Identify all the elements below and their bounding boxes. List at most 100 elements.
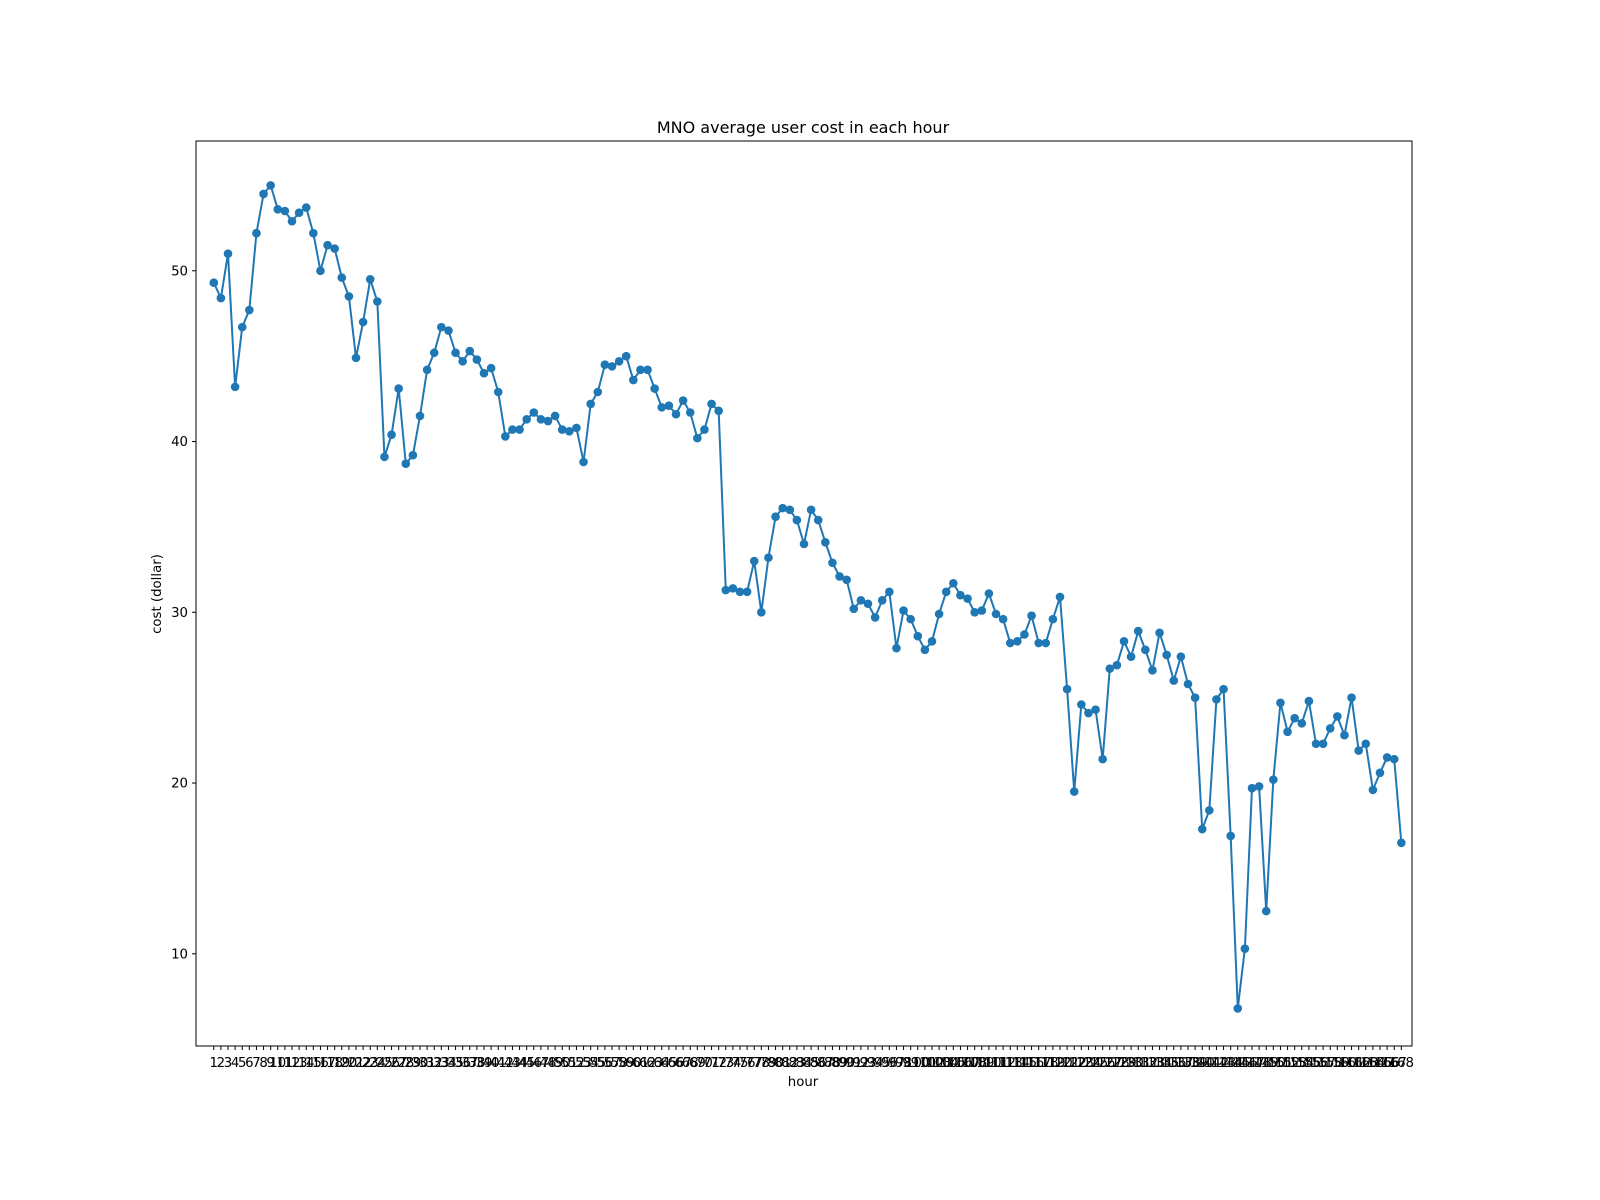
x-tick-label: 53: [575, 1056, 592, 1071]
x-tick-label: 98: [895, 1056, 912, 1071]
x-tick-label: 82: [781, 1056, 798, 1071]
data-point: [650, 384, 659, 393]
x-tick-label: 31: [419, 1056, 436, 1071]
x-tick-label: 123: [1069, 1056, 1094, 1071]
data-point: [280, 206, 290, 216]
x-tick-label: 71: [703, 1056, 720, 1071]
x-tick-label: 142: [1204, 1056, 1229, 1071]
data-point: [1197, 824, 1207, 834]
data-point: [984, 589, 994, 598]
y-tick-label: 20: [171, 777, 188, 792]
x-tick-label: 126: [1090, 1056, 1115, 1071]
data-point: [799, 539, 809, 549]
data-point: [529, 408, 539, 417]
data-point: [287, 216, 297, 226]
x-tick-label: 96: [881, 1056, 898, 1071]
x-tick-label: 40: [483, 1056, 500, 1071]
x-tick-label: 47: [532, 1056, 549, 1071]
data-point: [323, 240, 332, 250]
x-tick-label: 43: [504, 1056, 521, 1071]
data-point: [252, 228, 261, 238]
x-tick-label: 4: [231, 1056, 239, 1071]
data-point: [1119, 637, 1129, 646]
data-point: [693, 433, 702, 443]
x-tick-label: 58: [611, 1056, 628, 1071]
data-point: [849, 604, 859, 614]
data-point: [1325, 724, 1335, 733]
data-point: [892, 643, 901, 653]
data-point: [273, 205, 283, 214]
x-tick-label: 93: [860, 1056, 877, 1071]
data-point: [749, 556, 759, 566]
x-tick-label: 149: [1254, 1056, 1279, 1071]
x-tick-label: 16: [312, 1056, 329, 1071]
x-tick-label: 134: [1147, 1056, 1172, 1071]
data-point: [785, 505, 795, 515]
data-point: [977, 606, 987, 615]
data-point: [1183, 679, 1193, 689]
data-point: [344, 292, 354, 301]
x-tick-label: 146: [1232, 1056, 1257, 1071]
x-tick-label: 66: [668, 1056, 685, 1071]
data-point: [1091, 705, 1100, 714]
x-tick-label: 122: [1062, 1056, 1087, 1071]
x-tick-label: 79: [760, 1056, 777, 1071]
x-tick-label: 10: [269, 1056, 286, 1071]
data-point: [493, 387, 503, 397]
x-tick-label: 144: [1218, 1056, 1243, 1071]
data-point: [1290, 713, 1299, 723]
x-tick-label: 27: [390, 1056, 407, 1071]
data-point: [1311, 739, 1321, 749]
x-tick-label: 125: [1083, 1056, 1108, 1071]
x-tick-label: 44: [511, 1056, 528, 1071]
data-point: [1254, 782, 1264, 791]
x-tick-label: 87: [817, 1056, 834, 1071]
axes-frame: [195, 140, 1413, 1047]
x-tick-label: 17: [319, 1056, 336, 1071]
data-point: [1133, 626, 1143, 636]
x-tick-label: 154: [1289, 1056, 1314, 1071]
data-point: [358, 317, 368, 327]
data-point: [1333, 712, 1342, 721]
x-tick-label: 26: [383, 1056, 400, 1071]
data-point: [821, 537, 830, 547]
data-point: [373, 297, 382, 306]
x-tick-label: 2: [217, 1056, 225, 1071]
x-tick-label: 70: [696, 1056, 713, 1071]
data-point: [1005, 638, 1015, 648]
x-tick-label: 107: [955, 1056, 980, 1071]
x-tick-label: 85: [803, 1056, 820, 1071]
data-point: [1141, 645, 1150, 655]
x-tick-label: 95: [874, 1056, 891, 1071]
x-tick-label: 63: [646, 1056, 663, 1071]
x-tick-label: 33: [433, 1056, 450, 1071]
x-tick-label: 139: [1182, 1056, 1207, 1071]
data-point: [1347, 693, 1356, 702]
data-point: [465, 346, 475, 356]
x-tick-label: 23: [362, 1056, 379, 1071]
x-tick-label: 132: [1133, 1056, 1158, 1071]
x-tick-label: 42: [497, 1056, 514, 1071]
x-tick-label: 14: [298, 1056, 315, 1071]
x-tick-label: 106: [948, 1056, 973, 1071]
data-point: [401, 459, 411, 469]
x-tick-label: 74: [724, 1056, 741, 1071]
x-tick-label: 56: [596, 1056, 613, 1071]
data-point: [856, 596, 866, 605]
x-tick-label: 150: [1261, 1056, 1286, 1071]
x-tick-label: 166: [1374, 1056, 1399, 1071]
data-point: [1013, 637, 1022, 646]
data-point: [1169, 676, 1179, 685]
data-point: [1247, 783, 1257, 793]
data-point: [607, 362, 617, 371]
data-point: [1205, 806, 1214, 815]
x-tick-label: 168: [1389, 1056, 1414, 1071]
data-point: [813, 515, 823, 525]
x-tick-label: 57: [604, 1056, 621, 1071]
data-point: [920, 645, 930, 655]
x-tick-label: 143: [1211, 1056, 1236, 1071]
data-point: [941, 587, 951, 597]
x-tick-label: 62: [639, 1056, 656, 1071]
data-point: [1112, 660, 1122, 670]
x-tick-label: 102: [919, 1056, 944, 1071]
